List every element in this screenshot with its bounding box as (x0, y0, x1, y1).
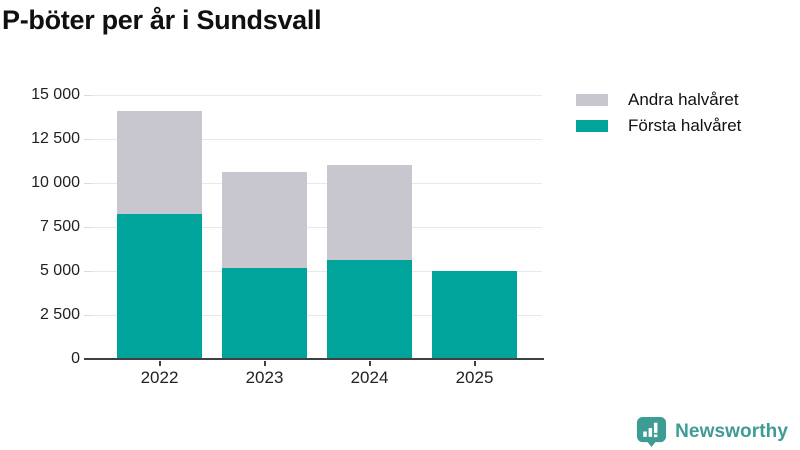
x-axis-label: 2024 (350, 368, 389, 387)
legend-swatch (576, 94, 608, 106)
bar-segment-2022 (117, 213, 202, 359)
x-axis-label: 2025 (455, 368, 494, 387)
legend-item: Andra halvåret (576, 90, 741, 110)
bar-segment-2024 (327, 259, 412, 359)
y-axis-tick (84, 95, 92, 96)
bar-segment-2023 (222, 172, 307, 269)
x-axis-tick (263, 361, 266, 366)
gridline (92, 271, 542, 272)
y-tick-label: 10 000 (31, 174, 80, 191)
gridline (92, 315, 542, 316)
bar-segment-2022 (117, 110, 202, 214)
bar-segment-2023 (222, 268, 307, 359)
x-axis-tick (368, 361, 371, 366)
brand-name: Newsworthy (675, 420, 788, 442)
y-tick-label: 7 500 (39, 218, 80, 235)
gridline (92, 139, 542, 140)
x-axis-line (84, 358, 544, 360)
y-axis-tick (84, 139, 92, 140)
y-tick-label: 0 (71, 350, 80, 367)
legend-label: Andra halvåret (628, 90, 739, 109)
y-tick-label: 5 000 (39, 262, 80, 279)
gridline (92, 183, 542, 184)
x-axis-label: 2023 (245, 368, 284, 387)
legend: Andra halvåret Första halvåret (576, 90, 741, 142)
legend-label: Första halvåret (628, 116, 742, 135)
x-axis-tick (158, 361, 161, 366)
plot-area: 0 2 500 5 000 7 500 10 000 12 500 15 000 2022 20… (31, 86, 544, 387)
y-tick-label: 15 000 (31, 86, 80, 103)
y-axis-tick (84, 271, 92, 272)
y-axis-tick (84, 183, 92, 184)
legend-item: Första halvåret (576, 116, 741, 136)
x-axis-tick (473, 361, 476, 366)
bar-segment-2024 (327, 165, 412, 260)
legend-swatch (576, 120, 608, 132)
chart-title: P-böter per år i Sundsvall (2, 5, 322, 35)
y-axis-tick (84, 315, 92, 316)
y-tick-label: 2 500 (39, 306, 80, 323)
bar-segment-2025 (432, 271, 517, 359)
gridline (92, 95, 542, 96)
gridline (92, 227, 542, 228)
brand-footer: Newsworthy (635, 415, 788, 448)
newsworthy-logo-icon (637, 416, 667, 448)
y-axis-tick (84, 227, 92, 228)
x-axis-label: 2022 (140, 368, 179, 387)
y-tick-label: 12 500 (31, 130, 80, 147)
